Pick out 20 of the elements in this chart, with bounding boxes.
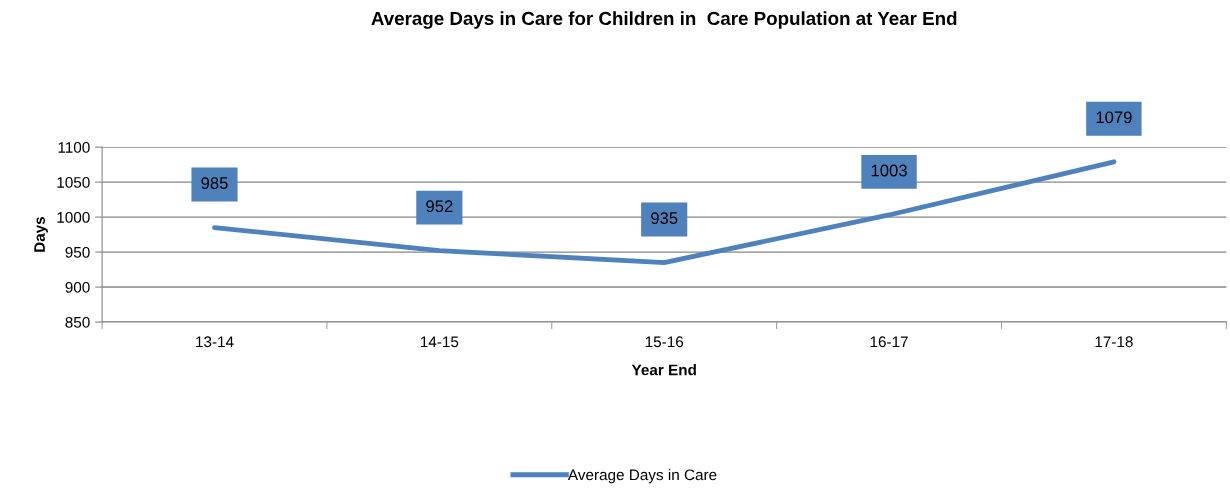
x-tick-label: 13-14 <box>196 336 234 348</box>
chart-title: Average Days in Care for Children in Care Population at Year End <box>371 11 957 29</box>
y-tick-label: 950 <box>65 246 90 258</box>
x-tick-label: 15-16 <box>645 336 684 348</box>
x-tick-label: 16-17 <box>870 336 908 348</box>
data-label: 935 <box>651 212 678 224</box>
y-tick-label: 1100 <box>58 141 90 153</box>
x-tick-label: 14-15 <box>420 336 459 348</box>
data-label: 952 <box>426 200 453 213</box>
legend-label: Average Days in Care <box>567 469 717 484</box>
data-label: 1079 <box>1096 111 1132 124</box>
y-tick-label: 900 <box>65 281 90 293</box>
y-tick-label: 1000 <box>57 211 90 223</box>
y-axis-title: Days <box>34 216 48 252</box>
y-tick-label: 850 <box>65 316 90 328</box>
y-tick-label: 1050 <box>57 176 90 188</box>
x-axis-title: Year End <box>631 364 696 376</box>
data-label: 985 <box>201 177 228 189</box>
x-tick-label: 17-18 <box>1095 336 1133 348</box>
data-label: 1003 <box>871 164 907 177</box>
